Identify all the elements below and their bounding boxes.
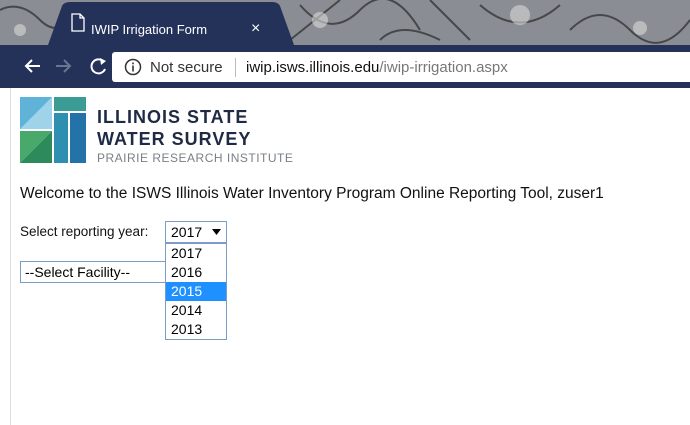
page-content (0, 88, 690, 425)
address-bar[interactable] (112, 52, 690, 82)
year-dropdown-list: 2017 2016 2015 2014 2013 (165, 243, 227, 340)
year-option[interactable]: 2017 (171, 245, 203, 261)
isws-logo (20, 97, 86, 163)
tab-strip (0, 0, 690, 45)
security-label: Not secure (150, 59, 223, 76)
year-option[interactable]: 2014 (171, 302, 203, 318)
omnibox-separator (235, 58, 236, 77)
facility-select[interactable]: --Select Facility-- (20, 261, 175, 283)
year-option[interactable]: 2013 (171, 321, 203, 337)
logo-line3: PRAIRIE RESEARCH INSTITUTE (97, 151, 294, 165)
tab-strip-pattern (0, 0, 690, 45)
nav-buttons (24, 58, 106, 75)
reload-button[interactable] (90, 58, 106, 75)
year-selected: 2017 (171, 224, 203, 240)
logo-line2: WATER SURVEY (97, 129, 252, 149)
welcome-text: Welcome to the ISWS Illinois Water Inven… (20, 185, 604, 202)
page-border (10, 88, 11, 425)
forward-button[interactable] (56, 59, 72, 73)
tab-close[interactable]: × (251, 20, 261, 37)
url-host: iwip.isws.illinois.edu (246, 59, 380, 76)
year-label: Select reporting year: (20, 224, 149, 239)
url-path: /iwip-irrigation.aspx (379, 59, 508, 76)
info-icon (124, 58, 142, 76)
url: iwip.isws.illinois.edu/iwip-irrigation.a… (246, 59, 508, 76)
reload-arrow (100, 58, 106, 65)
tab-title[interactable]: IWIP Irrigation Form (91, 22, 208, 37)
tab-page-icon (71, 13, 85, 32)
back-button[interactable] (24, 59, 40, 73)
dropdown-arrow (212, 229, 221, 235)
logo-line1: ILLINOIS STATE (97, 107, 249, 127)
year-option[interactable]: 2015 (166, 282, 226, 301)
facility-placeholder: --Select Facility-- (25, 264, 131, 280)
year-option[interactable]: 2016 (171, 264, 203, 280)
year-select[interactable]: 2017 (165, 221, 227, 243)
active-tab[interactable] (48, 2, 294, 45)
